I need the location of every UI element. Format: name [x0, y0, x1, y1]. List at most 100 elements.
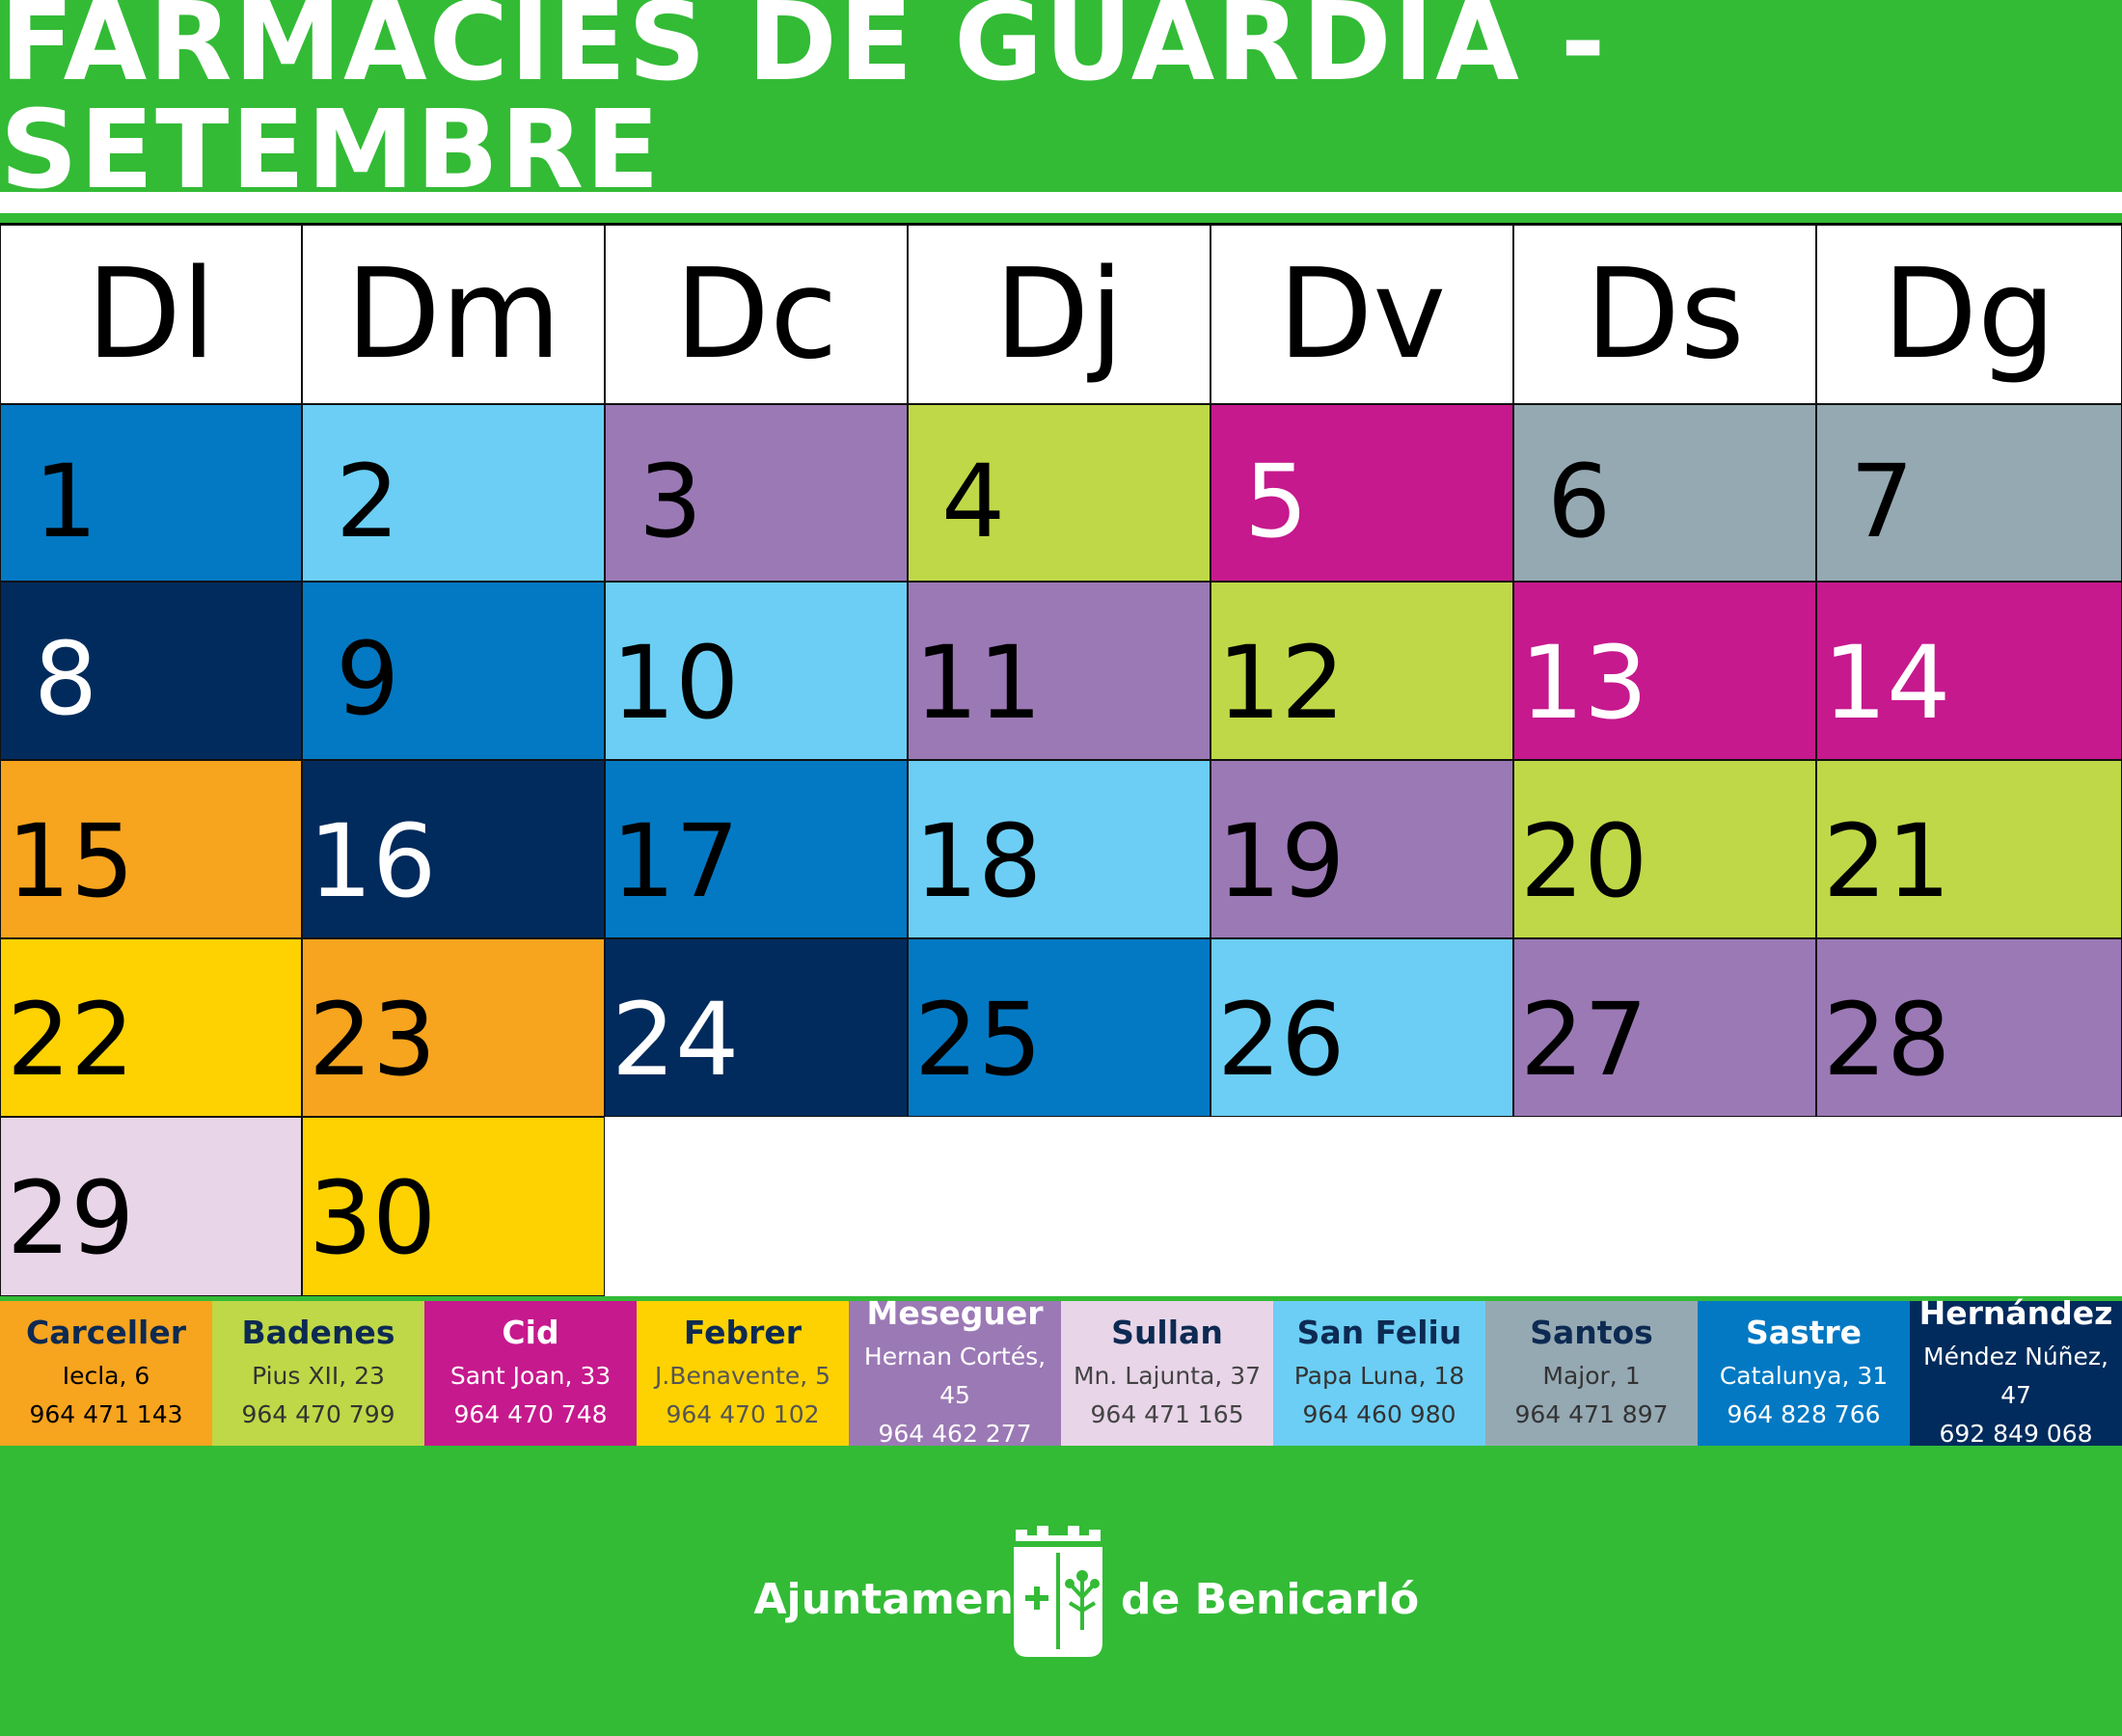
day-cell: 26: [1211, 938, 1513, 1117]
pharmacy-legend: Carceller Iecla, 6 964 471 143 Badenes Pius …: [0, 1294, 2122, 1448]
pharmacy-card: Sullan Mn. Lajunta, 37 964 471 165: [1061, 1301, 1273, 1446]
pharmacy-card: Badenes Pius XII, 23 964 470 799: [212, 1301, 424, 1446]
day-number: 14: [1823, 624, 1951, 742]
pharmacy-phone: 964 470 748: [453, 1399, 608, 1428]
day-number: 15: [7, 802, 135, 920]
day-number: 26: [1217, 981, 1346, 1099]
day-number: 17: [612, 802, 740, 920]
pharmacy-card: Cid Sant Joan, 33 964 470 748: [424, 1301, 637, 1446]
weekday-label: Dj: [993, 242, 1125, 387]
weekday-label: Ds: [1585, 242, 1745, 387]
weekday-label: Dg: [1882, 242, 2056, 387]
day-cell: 8: [0, 582, 302, 760]
day-cell: 9: [302, 582, 605, 760]
day-cell: 29: [0, 1117, 302, 1296]
header-banner: FARMÀCIES DE GUÀRDIA - SETEMBRE: [0, 0, 2122, 204]
day-number: 23: [309, 981, 437, 1099]
pharmacy-card: Meseguer Hernan Cortés, 45 964 462 277: [849, 1294, 1061, 1448]
pharmacy-name: Badenes: [241, 1313, 395, 1351]
day-cell: 10: [605, 582, 908, 760]
day-cell: 11: [908, 582, 1211, 760]
day-cell: 19: [1211, 760, 1513, 938]
day-number: 21: [1823, 802, 1951, 920]
day-number: 3: [639, 443, 703, 560]
day-cell: 17: [605, 760, 908, 938]
day-cell: 25: [908, 938, 1211, 1117]
pharmacy-address: Pius XII, 23: [252, 1361, 385, 1390]
pharmacy-phone: 692 849 068: [1939, 1419, 2093, 1448]
divider: [0, 192, 2122, 213]
pharmacy-address: Major, 1: [1542, 1361, 1641, 1390]
pharmacy-name: Cid: [502, 1313, 559, 1351]
day-cell: 28: [1816, 938, 2122, 1117]
day-number: 5: [1244, 443, 1309, 560]
pharmacy-card: Santos Major, 1 964 471 897: [1485, 1301, 1698, 1446]
weekday-label: Dl: [86, 242, 216, 387]
day-number: 28: [1823, 981, 1951, 1099]
weekday-header: Dg: [1816, 225, 2122, 404]
day-number: 2: [336, 443, 400, 560]
day-cell: 18: [908, 760, 1211, 938]
weekday-label: Dv: [1277, 242, 1447, 387]
day-cell: 12: [1211, 582, 1513, 760]
pharmacy-address: J.Benavente, 5: [654, 1361, 831, 1390]
day-cell: 14: [1816, 582, 2122, 760]
pharmacy-address: Hernan Cortés, 45: [863, 1342, 1047, 1409]
pharmacy-name: Carceller: [26, 1313, 186, 1351]
day-number: 16: [309, 802, 437, 920]
day-cell: 27: [1513, 938, 1816, 1117]
day-number: 10: [612, 624, 740, 742]
logo-text-left: Ajuntament: [753, 1575, 1034, 1624]
pharmacy-name: San Feliu: [1296, 1313, 1462, 1351]
day-number: 27: [1520, 981, 1648, 1099]
pharmacy-card: San Feliu Papa Luna, 18 964 460 980: [1273, 1301, 1485, 1446]
day-number: 9: [336, 620, 400, 738]
day-cell: 30: [302, 1117, 605, 1296]
day-number: 20: [1520, 802, 1648, 920]
day-cell: 3: [605, 404, 908, 582]
day-cell: 15: [0, 760, 302, 938]
day-cell: 22: [0, 938, 302, 1117]
municipality-logo: Ajuntament de Benicarló: [728, 1522, 1419, 1662]
pharmacy-phone: 964 471 165: [1090, 1399, 1244, 1428]
day-number: 1: [34, 443, 98, 560]
day-cell: 6: [1513, 404, 1816, 582]
day-number: 18: [914, 802, 1043, 920]
day-number: 25: [914, 981, 1043, 1099]
weekday-header: Dl: [0, 225, 302, 404]
weekday-label: Dc: [674, 242, 838, 387]
pharmacy-name: Sastre: [1745, 1313, 1863, 1351]
weekday-label: Dm: [345, 242, 561, 387]
weekday-header: Dv: [1211, 225, 1513, 404]
day-cell: 4: [908, 404, 1211, 582]
day-number: 30: [309, 1159, 437, 1277]
weekday-header: Dm: [302, 225, 605, 404]
pharmacy-phone: 964 460 980: [1302, 1399, 1456, 1428]
day-number: 6: [1547, 443, 1612, 560]
day-number: 29: [7, 1159, 135, 1277]
pharmacy-phone: 964 828 766: [1727, 1399, 1881, 1428]
pharmacy-name: Sullan: [1111, 1313, 1223, 1351]
day-number: 4: [941, 443, 1006, 560]
pharmacy-address: Iecla, 6: [62, 1361, 150, 1390]
pharmacy-address: Sant Joan, 33: [449, 1361, 612, 1390]
pharmacy-phone: 964 470 799: [241, 1399, 395, 1428]
pharmacy-card: Febrer J.Benavente, 5 964 470 102: [637, 1301, 849, 1446]
day-number: 12: [1217, 624, 1346, 742]
pharmacy-phone: 964 471 897: [1514, 1399, 1669, 1428]
calendar-grid: Dl Dm Dc Dj Dv Ds Dg 1 2 3 4 5 6 7 8 9 10 11 12 13 14 15 16 17 1…: [0, 223, 2122, 1296]
page-title: FARMÀCIES DE GUÀRDIA - SETEMBRE: [0, 0, 1608, 213]
day-number: 19: [1217, 802, 1346, 920]
pharmacy-card: Carceller Iecla, 6 964 471 143: [0, 1301, 212, 1446]
day-number: 7: [1850, 443, 1915, 560]
pharmacy-address: Papa Luna, 18: [1293, 1361, 1465, 1390]
pharmacy-address: Mn. Lajunta, 37: [1073, 1361, 1262, 1390]
day-cell: 20: [1513, 760, 1816, 938]
day-cell: 2: [302, 404, 605, 582]
pharmacy-phone: 964 462 277: [878, 1419, 1032, 1448]
pharmacy-card: Sastre Catalunya, 31 964 828 766: [1698, 1301, 1910, 1446]
pharmacy-name: Febrer: [683, 1313, 803, 1351]
day-number: 8: [34, 620, 98, 738]
pharmacy-name: Santos: [1530, 1313, 1653, 1351]
pharmacy-phone: 964 471 143: [29, 1399, 183, 1428]
